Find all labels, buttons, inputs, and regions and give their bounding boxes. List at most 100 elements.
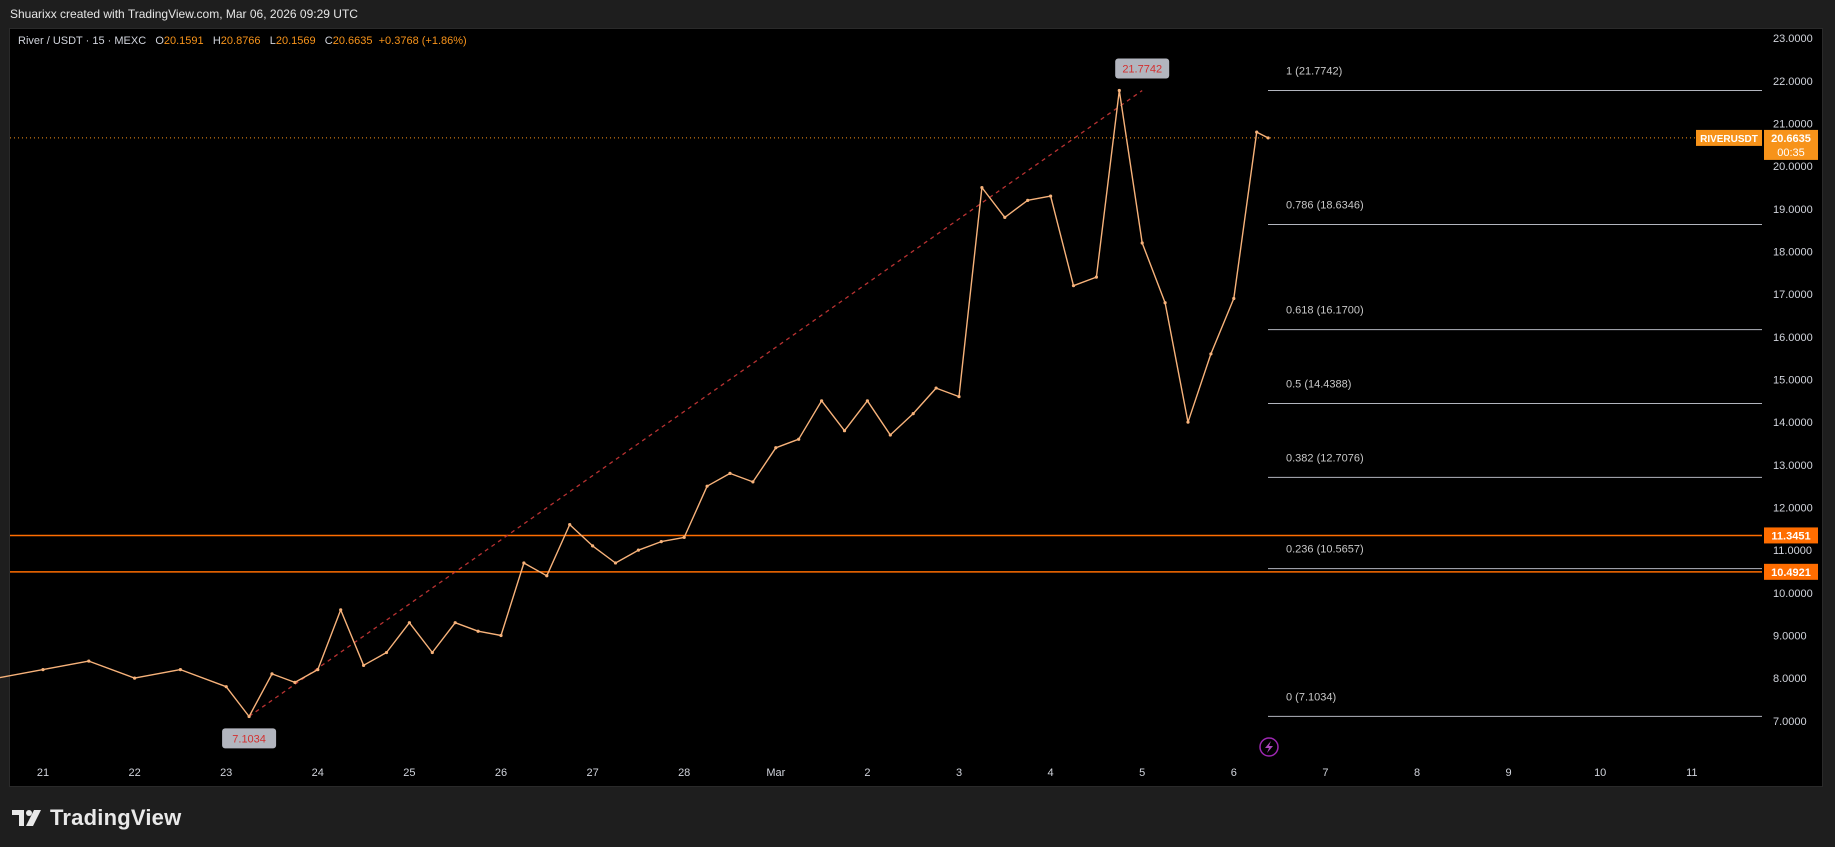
- fib-level-label: 0.236 (10.5657): [1286, 544, 1364, 556]
- x-tick-label: 27: [586, 767, 598, 779]
- price-point: [1003, 215, 1007, 220]
- level-price-tag: [1764, 527, 1818, 544]
- y-tick-label: 10.0000: [1773, 588, 1813, 600]
- price-point: [774, 446, 778, 450]
- y-tick-label: 18.0000: [1773, 247, 1813, 259]
- price-point: [591, 544, 595, 548]
- symbol-tag: [1696, 129, 1762, 146]
- current-price-tag: [1764, 129, 1818, 160]
- price-point: [1266, 136, 1270, 140]
- level-price-tag: [1764, 563, 1818, 580]
- high-value: 20.8766: [220, 35, 261, 47]
- low-label: L: [269, 35, 276, 47]
- open-label: O: [155, 35, 164, 47]
- price-point: [522, 561, 526, 565]
- price-point: [842, 429, 847, 433]
- x-tick-label: 28: [678, 767, 690, 779]
- tradingview-logo-icon: [12, 808, 44, 828]
- price-point: [1163, 301, 1167, 305]
- price-point: [41, 668, 45, 672]
- x-tick-label: Mar: [766, 767, 785, 779]
- fib-level-label: 0 (7.1034): [1286, 691, 1336, 703]
- price-point: [865, 399, 870, 403]
- price-point: [682, 535, 686, 539]
- y-tick-label: 15.0000: [1773, 375, 1813, 387]
- brand-name: TradingView: [50, 805, 182, 830]
- y-tick-label: 7.0000: [1773, 716, 1807, 728]
- price-point: [980, 185, 984, 190]
- price-point: [430, 650, 434, 655]
- x-tick-label: 2: [864, 767, 870, 779]
- x-tick-label: 10: [1594, 767, 1606, 779]
- price-point: [1209, 352, 1213, 356]
- high-label: H: [212, 35, 221, 47]
- price-point: [1071, 284, 1076, 288]
- x-tick-label: 7: [1322, 767, 1328, 779]
- current-price-label: 20.6635: [1771, 133, 1811, 145]
- price-point: [751, 480, 755, 484]
- x-tick-label: 8: [1414, 767, 1420, 779]
- x-tick-label: 6: [1231, 767, 1237, 779]
- x-tick-label: 26: [495, 767, 507, 779]
- price-point: [339, 608, 343, 612]
- price-point: [178, 668, 182, 672]
- lightning-icon: [1259, 737, 1279, 757]
- price-callout-box: [222, 728, 277, 749]
- price-point: [293, 680, 297, 685]
- ohlc-legend: River / USDT · 15 · MEXC O20.1591 H20.87…: [18, 35, 467, 47]
- x-tick-label: 25: [403, 767, 415, 779]
- x-tick-label: 9: [1506, 767, 1512, 779]
- price-point: [362, 663, 366, 667]
- price-point: [384, 650, 389, 655]
- x-tick-label: 24: [312, 767, 324, 779]
- low-value: 20.1569: [275, 35, 316, 47]
- price-point: [1140, 241, 1144, 245]
- symbol-label[interactable]: River / USDT · 15 · MEXC: [18, 35, 147, 47]
- price-point: [545, 574, 549, 578]
- level-price-label: 11.3451: [1771, 530, 1810, 542]
- price-point: [1117, 88, 1121, 93]
- price-callout-label: 21.7742: [1122, 64, 1162, 76]
- price-series-line: [0, 89, 1269, 718]
- price-point: [133, 676, 137, 680]
- close-label: C: [324, 35, 333, 47]
- symbol-tag-label: RIVERUSDT: [1700, 134, 1758, 145]
- open-value: 20.1591: [163, 35, 204, 47]
- price-chart[interactable]: 7.0000 8.0000 9.0000 10.0000 11.0000 12.0000 1…: [0, 0, 1835, 787]
- y-tick-label: 11.0000: [1773, 545, 1812, 557]
- price-point: [888, 433, 892, 437]
- footer-bar: [0, 787, 1835, 847]
- y-tick-label: 22.0000: [1773, 76, 1813, 88]
- lightning-bolt-icon: [1265, 741, 1273, 753]
- price-point: [476, 629, 480, 633]
- countdown-label: 00:35: [1777, 147, 1805, 159]
- tradingview-logo[interactable]: TradingView: [12, 805, 181, 831]
- price-point: [316, 668, 320, 672]
- price-point: [934, 386, 938, 390]
- price-point: [957, 394, 961, 399]
- price-point: [636, 548, 641, 552]
- chart-frame[interactable]: [9, 28, 1823, 787]
- level-price-label: 10.4921: [1771, 567, 1811, 579]
- price-point: [728, 471, 732, 475]
- y-tick-label: 16.0000: [1773, 332, 1813, 344]
- price-point: [407, 621, 411, 625]
- y-tick-label: 13.0000: [1773, 460, 1813, 472]
- y-tick-label: 19.0000: [1773, 204, 1813, 216]
- price-point: [705, 484, 709, 488]
- y-tick-label: 21.0000: [1773, 119, 1813, 131]
- top-bar: Shuarixx created with TradingView.com, M…: [0, 0, 1835, 28]
- x-tick-label: 4: [1048, 767, 1054, 779]
- chart-credit: Shuarixx created with TradingView.com, M…: [10, 7, 358, 21]
- price-callout-box: [1115, 58, 1170, 79]
- x-tick-label: 5: [1139, 767, 1145, 779]
- y-tick-label: 17.0000: [1773, 289, 1813, 301]
- fib-level-label: 0.786 (18.6346): [1286, 199, 1364, 211]
- price-point: [797, 437, 801, 441]
- price-point: [613, 561, 618, 565]
- price-point: [1026, 198, 1030, 202]
- price-point: [568, 522, 572, 527]
- fib-level-label: 1 (21.7742): [1286, 66, 1342, 78]
- price-point: [1255, 130, 1259, 134]
- x-tick-label: 21: [37, 767, 49, 779]
